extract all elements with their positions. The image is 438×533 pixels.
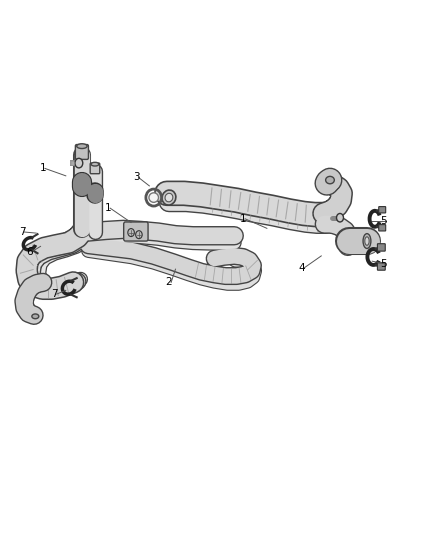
Text: 7: 7	[19, 227, 25, 237]
FancyBboxPatch shape	[378, 244, 385, 251]
Text: 3: 3	[133, 172, 140, 182]
Text: 6: 6	[26, 247, 33, 257]
FancyBboxPatch shape	[75, 144, 88, 159]
Text: 5: 5	[380, 216, 387, 227]
FancyBboxPatch shape	[379, 224, 386, 231]
Ellipse shape	[32, 314, 39, 319]
Text: 7: 7	[51, 289, 58, 299]
Text: 1: 1	[105, 203, 111, 213]
Text: 1: 1	[39, 164, 46, 173]
Ellipse shape	[165, 193, 173, 202]
Ellipse shape	[149, 193, 159, 203]
Circle shape	[336, 214, 343, 222]
Text: 4: 4	[298, 263, 305, 273]
FancyBboxPatch shape	[90, 163, 100, 174]
FancyBboxPatch shape	[378, 263, 385, 270]
Ellipse shape	[91, 163, 99, 166]
Circle shape	[136, 231, 142, 239]
FancyBboxPatch shape	[124, 222, 148, 241]
Circle shape	[75, 158, 83, 168]
Text: 2: 2	[166, 277, 172, 287]
Ellipse shape	[363, 233, 371, 248]
FancyBboxPatch shape	[379, 207, 386, 213]
Text: 5: 5	[380, 259, 387, 269]
Ellipse shape	[162, 190, 176, 205]
Ellipse shape	[77, 144, 87, 149]
Text: 1: 1	[240, 214, 246, 224]
Ellipse shape	[365, 237, 369, 245]
Circle shape	[128, 229, 134, 237]
Ellipse shape	[325, 176, 334, 184]
